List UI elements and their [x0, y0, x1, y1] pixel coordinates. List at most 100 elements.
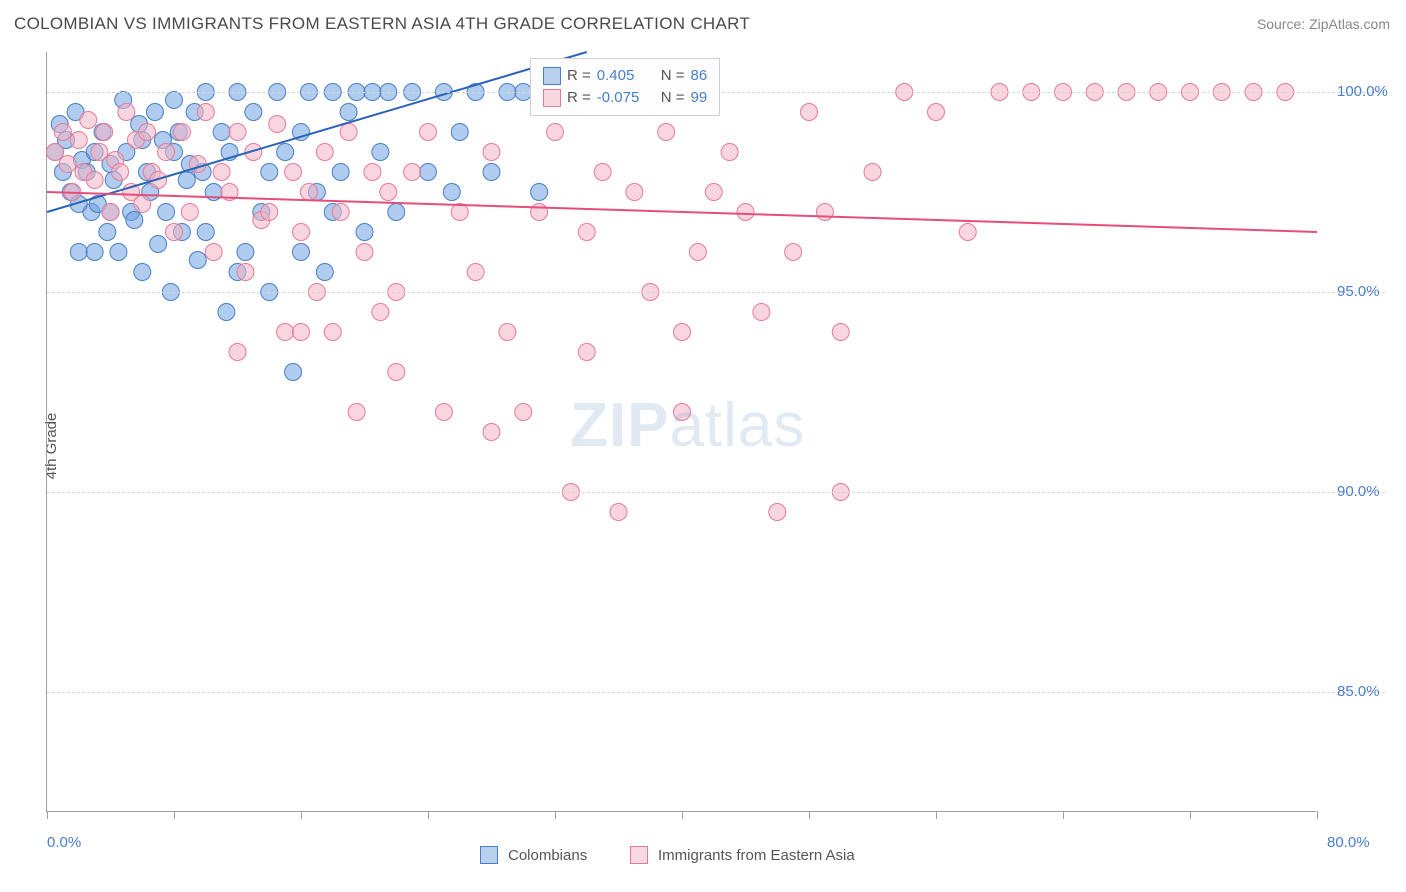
data-point: [658, 124, 675, 141]
data-point: [70, 132, 87, 149]
chart-title: COLOMBIAN VS IMMIGRANTS FROM EASTERN ASI…: [14, 14, 750, 34]
data-point: [531, 184, 548, 201]
data-point: [451, 124, 468, 141]
source-label: Source: ZipAtlas.com: [1257, 16, 1390, 32]
legend-swatch: [480, 846, 498, 864]
data-point: [300, 184, 317, 201]
data-point: [134, 264, 151, 281]
data-point: [261, 204, 278, 221]
data-point: [348, 404, 365, 421]
data-point: [99, 224, 116, 241]
data-point: [96, 124, 113, 141]
title-row: COLOMBIAN VS IMMIGRANTS FROM EASTERN ASI…: [14, 14, 1390, 34]
data-point: [483, 424, 500, 441]
data-point: [332, 164, 349, 181]
x-tick: [174, 811, 175, 819]
data-point: [293, 324, 310, 341]
data-point: [166, 224, 183, 241]
data-point: [277, 144, 294, 161]
data-point: [237, 264, 254, 281]
series-name: Immigrants from Eastern Asia: [658, 847, 855, 864]
data-point: [285, 364, 302, 381]
data-point: [721, 144, 738, 161]
data-point: [928, 104, 945, 121]
data-point: [547, 124, 564, 141]
data-point: [594, 164, 611, 181]
data-point: [197, 104, 214, 121]
data-point: [46, 144, 63, 161]
data-point: [139, 124, 156, 141]
data-point: [269, 116, 286, 133]
legend-n-value: 99: [691, 87, 708, 109]
data-point: [150, 236, 167, 253]
x-tick: [809, 811, 810, 819]
legend-r-value: -0.075: [597, 87, 655, 109]
data-point: [388, 204, 405, 221]
plot-svg: [47, 52, 1316, 811]
data-point: [332, 204, 349, 221]
legend-swatch: [630, 846, 648, 864]
legend-row: R =-0.075N =99: [543, 87, 707, 109]
data-point: [70, 244, 87, 261]
legend-n-label: N =: [661, 65, 685, 87]
data-point: [674, 324, 691, 341]
data-point: [483, 144, 500, 161]
data-point: [785, 244, 802, 261]
legend-n-label: N =: [661, 87, 685, 109]
x-tick: [1190, 811, 1191, 819]
data-point: [80, 112, 97, 129]
data-point: [316, 264, 333, 281]
legend-swatch: [543, 67, 561, 85]
data-point: [372, 304, 389, 321]
data-point: [134, 196, 151, 213]
data-point: [531, 204, 548, 221]
data-point: [197, 224, 214, 241]
x-tick: [555, 811, 556, 819]
legend-n-value: 86: [691, 65, 708, 87]
legend-row: R =0.405N =86: [543, 65, 707, 87]
data-point: [467, 264, 484, 281]
x-tick: [1063, 811, 1064, 819]
data-point: [285, 164, 302, 181]
data-point: [293, 224, 310, 241]
data-point: [229, 344, 246, 361]
legend-r-value: 0.405: [597, 65, 655, 87]
data-point: [166, 92, 183, 109]
data-point: [158, 144, 175, 161]
data-point: [261, 164, 278, 181]
data-point: [91, 144, 108, 161]
data-point: [356, 244, 373, 261]
data-point: [499, 324, 516, 341]
data-point: [205, 244, 222, 261]
correlation-chart: COLOMBIAN VS IMMIGRANTS FROM EASTERN ASI…: [0, 0, 1406, 892]
data-point: [86, 244, 103, 261]
x-tick: [301, 811, 302, 819]
data-point: [189, 252, 206, 269]
x-tick: [47, 811, 48, 819]
data-point: [118, 104, 135, 121]
x-tick-label: 0.0%: [47, 834, 81, 851]
data-point: [293, 244, 310, 261]
x-tick: [936, 811, 937, 819]
data-point: [146, 104, 163, 121]
data-point: [324, 324, 341, 341]
data-point: [435, 404, 452, 421]
data-point: [364, 164, 381, 181]
data-point: [959, 224, 976, 241]
data-point: [372, 144, 389, 161]
data-point: [112, 164, 129, 181]
data-point: [277, 324, 294, 341]
series-legend-item: Colombians: [480, 846, 587, 864]
data-point: [753, 304, 770, 321]
y-tick-label: 85.0%: [1337, 683, 1380, 700]
data-point: [404, 164, 421, 181]
gridline: [47, 492, 1385, 493]
data-point: [59, 156, 76, 173]
data-point: [674, 404, 691, 421]
data-point: [578, 224, 595, 241]
data-point: [420, 124, 437, 141]
data-point: [610, 504, 627, 521]
x-tick-label: 80.0%: [1327, 834, 1370, 851]
data-point: [356, 224, 373, 241]
series-name: Colombians: [508, 847, 587, 864]
